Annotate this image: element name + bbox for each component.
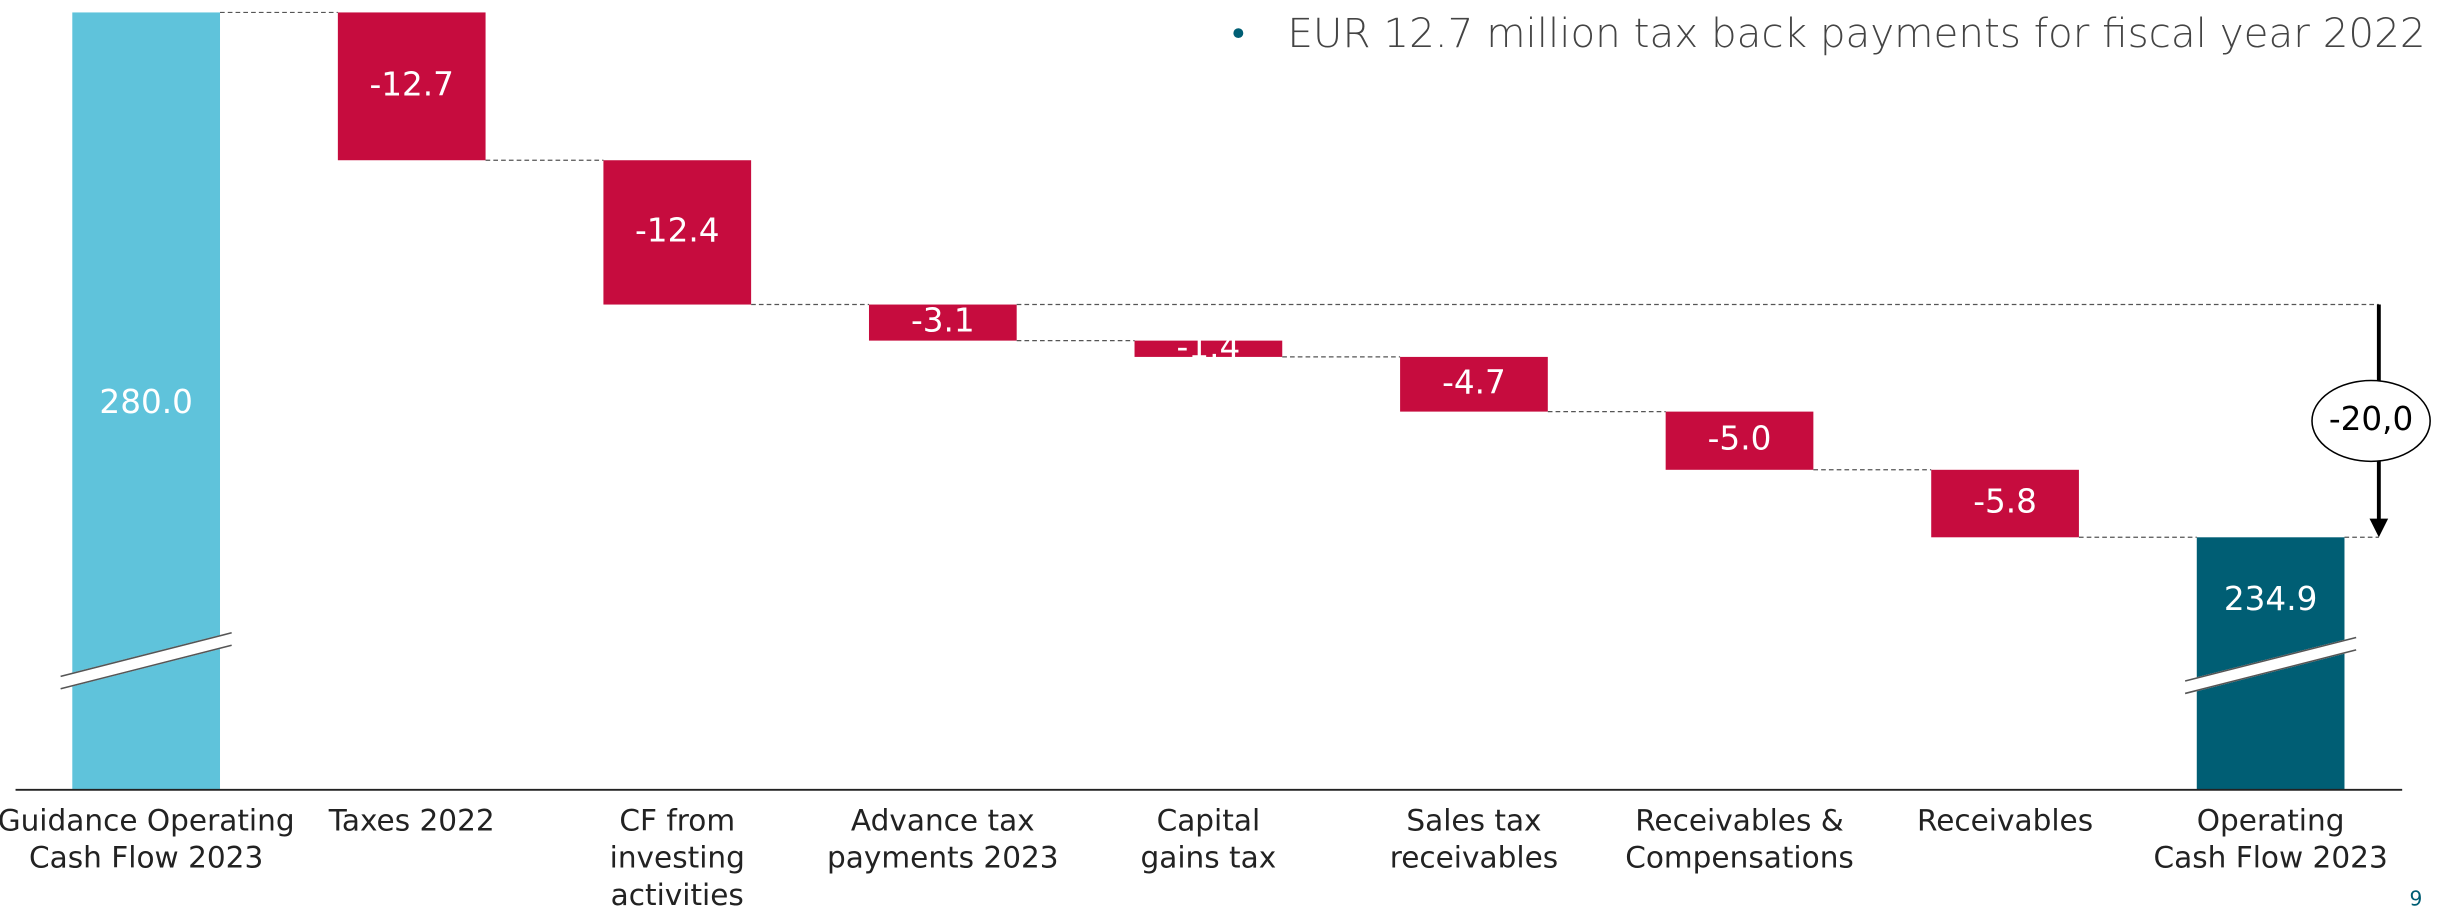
difference-label: -20,0 — [2329, 400, 2413, 438]
value-label: -3.1 — [911, 302, 975, 340]
arrow-head — [2369, 518, 2389, 538]
category-label: Receivables — [1916, 803, 2094, 839]
bullet: • — [1228, 14, 1248, 54]
value-label: -5.8 — [1973, 483, 2037, 521]
bar — [1931, 469, 2079, 538]
value-label: -1.4 — [1177, 328, 1241, 366]
axis-break-edge — [2184, 636, 2357, 682]
annotation: EUR 12.7 million tax back payments for f… — [1287, 9, 2425, 57]
bar — [1665, 411, 1814, 470]
category-label: Capital gains tax — [1140, 803, 1277, 876]
category-label: Guidance Operating Cash Flow 2023 — [0, 803, 295, 876]
value-label: 234.9 — [2224, 580, 2317, 618]
value-label: -4.7 — [1442, 363, 1506, 401]
category-label: Advance tax payments 2023 — [827, 803, 1059, 876]
bar — [337, 12, 486, 161]
category-label: Sales tax receivables — [1389, 803, 1559, 876]
category-label: Receivables & Compensations — [1625, 803, 1854, 876]
value-label: -12.7 — [369, 65, 453, 103]
bar — [868, 304, 1017, 341]
value-label: -5.0 — [1708, 420, 1772, 458]
value-label: -12.4 — [635, 211, 719, 249]
category-label: CF from investing activities — [609, 803, 745, 913]
value-label: 280.0 — [99, 383, 192, 421]
category-label: Taxes 2022 — [328, 803, 495, 839]
axis-break-edge — [60, 632, 232, 678]
page-number: 9 — [2410, 887, 2423, 911]
category-label: Operating Cash Flow 2023 — [2153, 803, 2388, 876]
bar — [1400, 356, 1548, 412]
bar — [603, 160, 752, 305]
difference-bubble — [2311, 379, 2431, 463]
axis-break-edge — [60, 644, 232, 690]
bar — [1134, 340, 1283, 357]
axis-break-edge — [2184, 649, 2357, 695]
